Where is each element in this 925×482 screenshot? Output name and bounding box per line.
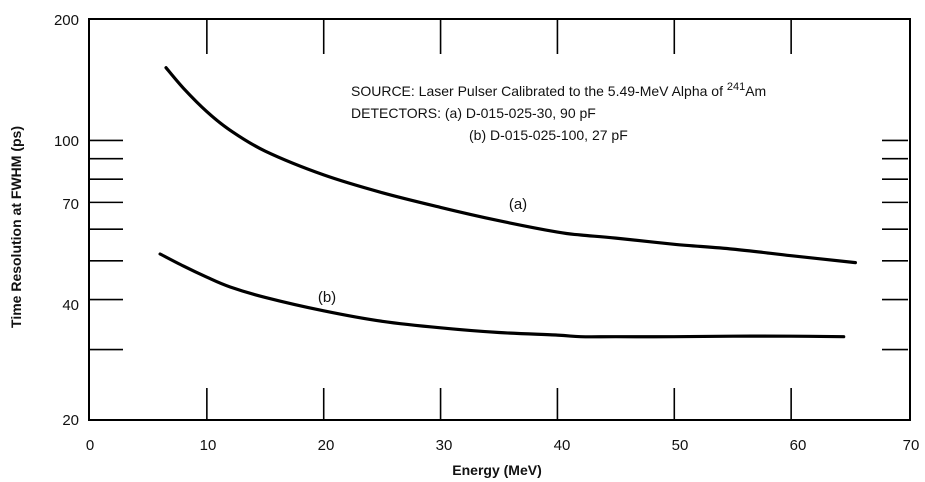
annotation-source: SOURCE: Laser Pulser Calibrated to the 5… (351, 81, 766, 99)
y-axis-title: Time Resolution at FWHM (ps) (8, 126, 24, 328)
series-layer (158, 66, 857, 339)
y-tick-label-40: 40 (62, 297, 79, 314)
y-tick-label-20: 20 (62, 412, 79, 429)
x-tick-label-0: 0 (86, 437, 94, 454)
annotation-source-prefix: SOURCE: Laser Pulser Calibrated to the 5… (351, 83, 727, 99)
series-line-a (164, 66, 857, 265)
y-tick-label-100: 100 (54, 133, 79, 150)
annotation-detectors-b: (b) D-015-025-100, 27 pF (469, 127, 628, 143)
x-axis-title: Energy (MeV) (452, 462, 541, 478)
x-tick-label-10: 10 (200, 437, 217, 454)
x-tick-label-50: 50 (672, 437, 689, 454)
annotation-isotope: Am (745, 83, 766, 99)
x-tick-label-70: 70 (903, 437, 920, 454)
axis-ticks (90, 20, 908, 420)
x-tick-label-20: 20 (318, 437, 335, 454)
curve-label-a: (a) (509, 196, 527, 213)
annotation-detectors-a: DETECTORS: (a) D-015-025-30, 90 pF (351, 105, 596, 121)
x-tick-label-40: 40 (554, 437, 571, 454)
series-line-b (158, 252, 846, 339)
x-tick-label-60: 60 (790, 437, 807, 454)
x-tick-label-30: 30 (436, 437, 453, 454)
plot-frame (88, 18, 911, 421)
curve-label-b: (b) (318, 289, 336, 306)
y-tick-label-200: 200 (54, 12, 79, 29)
y-tick-label-70: 70 (62, 196, 79, 213)
annotation-isotope-mass: 241 (727, 81, 745, 93)
